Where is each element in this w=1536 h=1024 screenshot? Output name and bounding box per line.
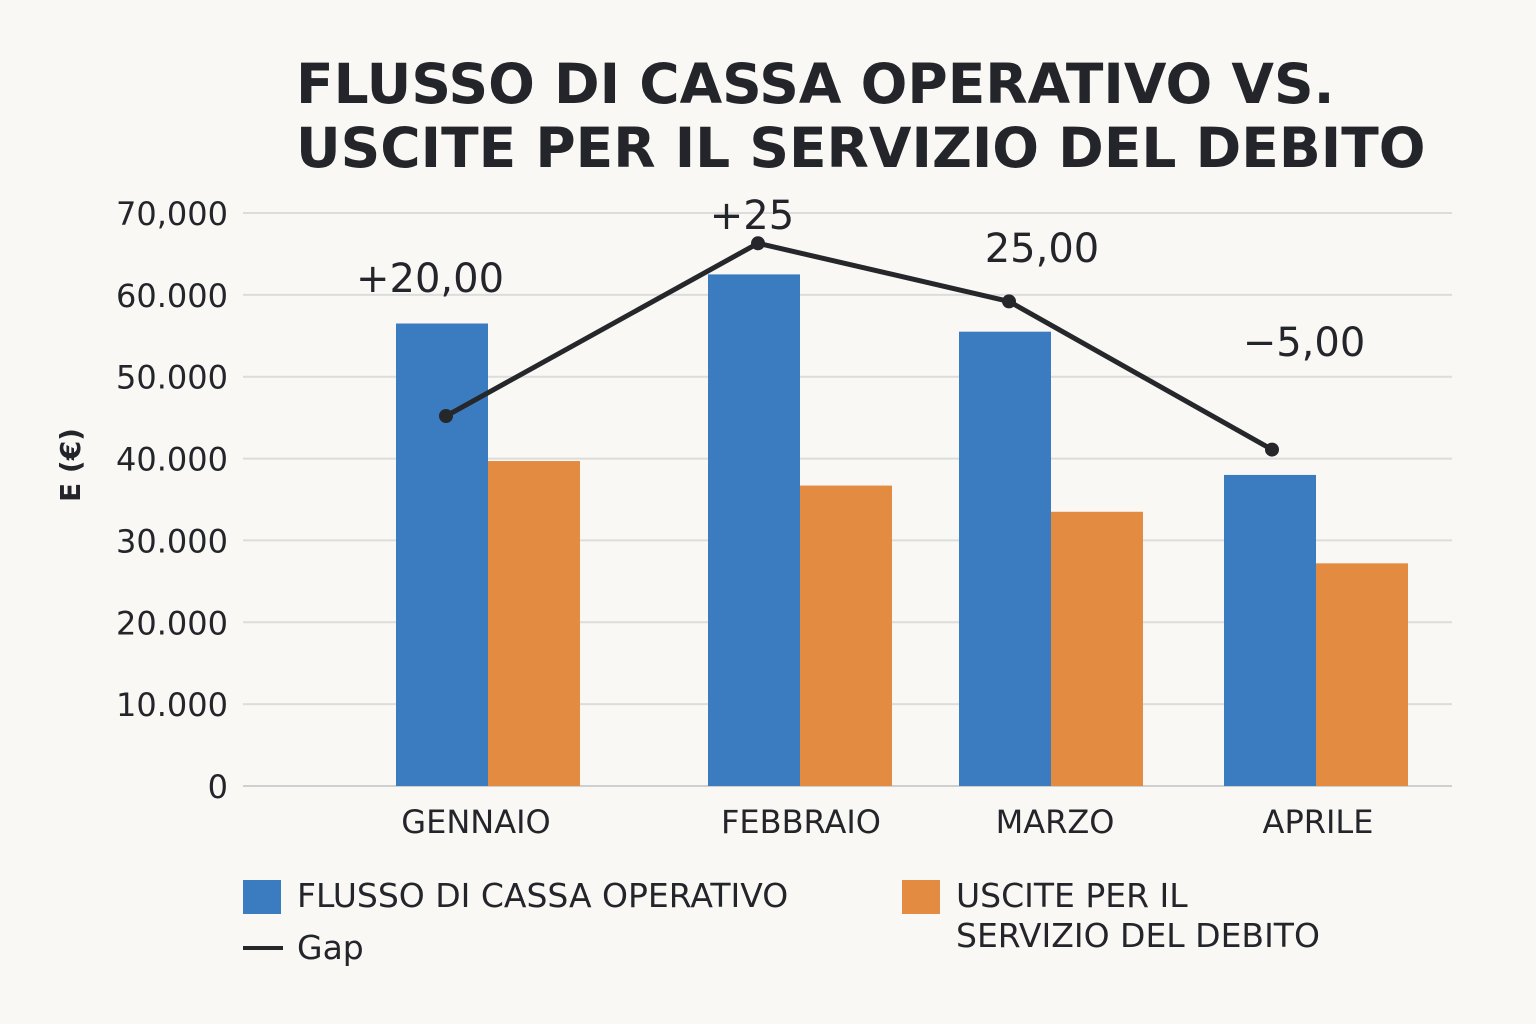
gap-annotation: 25,00 [985, 226, 1100, 272]
bars [396, 274, 1408, 786]
annotations: +20,00 +25 25,00 −5,00 [356, 193, 1365, 366]
gap-annotation: +20,00 [356, 256, 504, 302]
y-tick-label: 20.000 [116, 604, 228, 642]
chart-title: FLUSSO DI CASSA OPERATIVO VS. USCITE PER… [296, 52, 1476, 180]
y-tick-label: 70,000 [116, 195, 228, 233]
legend-label-flusso: FLUSSO DI CASSA OPERATIVO [297, 876, 789, 915]
gap-point [1265, 442, 1279, 457]
y-tick-label: 10.000 [116, 686, 228, 724]
gap-point [751, 236, 765, 251]
bar-uscite [800, 485, 892, 786]
legend-label-gap: Gap [297, 928, 364, 967]
y-tick-labels: 0 10.000 20.000 30.000 40.000 50.000 60.000 70,… [116, 195, 228, 806]
chart-title-line-2: USCITE PER IL SERVIZIO DEL DEBITO [296, 116, 1426, 180]
gap-line [444, 240, 1274, 452]
legend-label-uscite-line-2: SERVIZIO DEL DEBITO [956, 916, 1320, 955]
legend-line-gap-icon [243, 946, 283, 950]
gap-point [439, 409, 453, 424]
x-tick-label: FEBBRAIO [721, 803, 881, 841]
gap-line-group [439, 236, 1279, 457]
chart-title-line-1: FLUSSO DI CASSA OPERATIVO VS. [296, 52, 1335, 116]
bar-flusso [959, 331, 1051, 786]
bar-flusso [396, 323, 488, 786]
legend-swatch-flusso [243, 880, 281, 914]
y-tick-label: 50.000 [116, 359, 228, 397]
gap-annotation: −5,00 [1243, 320, 1366, 366]
bar-flusso [1224, 474, 1316, 786]
y-tick-label: 60.000 [116, 277, 228, 315]
gap-annotation: +25 [710, 193, 794, 239]
bar-uscite [488, 461, 580, 786]
x-tick-label: APRILE [1263, 803, 1374, 841]
y-tick-label: 40.000 [116, 441, 228, 479]
y-axis-label: E (€) [54, 428, 87, 502]
bar-uscite [1316, 563, 1408, 786]
legend-swatch-uscite [902, 880, 940, 914]
y-tick-label: 30.000 [116, 522, 228, 560]
y-tick-label: 0 [208, 768, 228, 806]
bar-uscite [1051, 511, 1143, 786]
x-tick-label: GENNAIO [401, 803, 550, 841]
gap-point [1002, 294, 1016, 309]
x-tick-labels: GENNAIO FEBBRAIO MARZO APRILE [401, 803, 1373, 841]
x-tick-label: MARZO [996, 803, 1115, 841]
legend-label-uscite-line-1: USCITE PER IL [956, 876, 1188, 915]
bar-flusso [708, 274, 800, 786]
